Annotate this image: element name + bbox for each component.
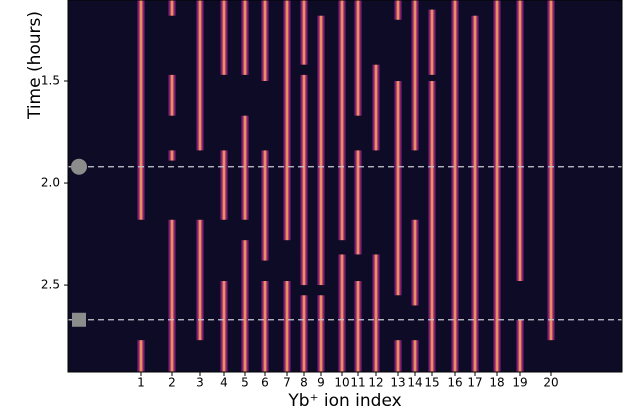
dark-period	[393, 295, 403, 341]
x-tick-label: 13	[390, 376, 405, 390]
x-tick-label: 18	[489, 376, 504, 390]
dark-period	[316, 285, 326, 296]
dark-period	[219, 74, 229, 151]
dark-period	[371, 0, 381, 65]
dark-period	[470, 0, 480, 16]
ion-stripe	[137, 0, 145, 372]
x-tick-label: 1	[137, 376, 145, 390]
x-tick-label: 6	[261, 376, 269, 390]
dark-period	[219, 219, 229, 281]
x-axis-label: Yb⁺ ion index	[287, 391, 401, 411]
x-tick-label: 20	[543, 376, 558, 390]
x-tick-label: 5	[241, 376, 249, 390]
dark-period	[136, 219, 146, 341]
dark-period	[353, 115, 363, 151]
ion-stripe	[516, 0, 524, 372]
ion-stripe	[220, 0, 228, 372]
dark-period	[515, 280, 525, 320]
dark-period	[167, 15, 177, 75]
x-tick-label: 17	[467, 376, 482, 390]
x-tick-label: 11	[350, 376, 365, 390]
ion-stripe	[317, 0, 325, 372]
x-tick-label: 15	[424, 376, 439, 390]
ion-stripe	[241, 0, 249, 372]
y-tick-label: 2.0	[41, 176, 60, 190]
ion-stripe	[394, 0, 402, 372]
dark-period	[240, 219, 250, 241]
dark-period	[337, 240, 347, 255]
dark-period	[410, 305, 420, 341]
x-tick-label: 4	[220, 376, 228, 390]
x-tick-label: 12	[368, 376, 383, 390]
dark-period	[427, 0, 437, 10]
y-tick-label: 1.5	[41, 74, 60, 88]
x-tick-label: 16	[447, 376, 462, 390]
dark-period	[427, 74, 437, 82]
dark-period	[316, 0, 326, 16]
dark-period	[195, 150, 205, 220]
ion-stripe	[428, 0, 436, 372]
x-tick-label: 14	[407, 376, 422, 390]
dark-period	[260, 81, 270, 151]
marker-square	[72, 312, 86, 327]
ion-stripe	[471, 0, 479, 372]
dark-period	[260, 260, 270, 281]
ion-stripe	[493, 0, 501, 372]
dark-period	[393, 19, 403, 82]
dark-period	[299, 64, 309, 75]
marker-circle	[71, 158, 87, 175]
x-tick-label: 10	[334, 376, 349, 390]
dark-period	[282, 240, 292, 281]
ion-stripe	[283, 0, 291, 372]
x-tick-label: 9	[317, 376, 325, 390]
ion-stripe	[300, 0, 308, 372]
x-tick-label: 2	[168, 376, 176, 390]
dark-period	[167, 115, 177, 151]
dark-period	[371, 150, 381, 255]
dark-period	[410, 150, 420, 220]
x-tick-label: 19	[512, 376, 527, 390]
ion-stripe	[261, 0, 269, 372]
ion-stripe	[338, 0, 346, 372]
dark-period	[167, 160, 177, 220]
x-tick-label: 8	[300, 376, 308, 390]
ion-stripe	[354, 0, 362, 372]
dark-period	[299, 285, 309, 296]
y-axis-label: Time (hours)	[25, 11, 45, 120]
plot-frame	[67, 0, 623, 373]
dark-period	[195, 340, 205, 372]
x-tick-label: 7	[283, 376, 291, 390]
dark-period	[546, 340, 556, 372]
ion-stripe	[451, 0, 459, 372]
x-tick-label: 3	[196, 376, 204, 390]
dark-period	[353, 254, 363, 281]
ion-stripe	[547, 0, 555, 372]
dark-period	[240, 74, 250, 116]
y-tick-label: 2.5	[41, 278, 60, 292]
